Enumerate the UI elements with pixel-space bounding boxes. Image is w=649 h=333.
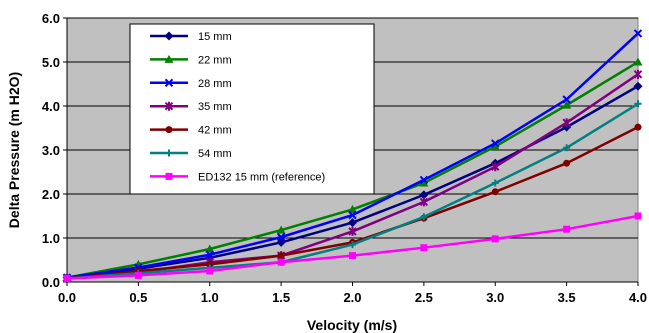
legend-swatch-marker xyxy=(164,31,174,41)
legend-label: 22 mm xyxy=(198,54,232,66)
data-point xyxy=(633,29,643,38)
x-tick-label: 2.0 xyxy=(343,290,361,305)
data-point xyxy=(348,218,357,228)
x-tick-label: 2.5 xyxy=(415,290,433,305)
data-point xyxy=(277,252,285,260)
data-point xyxy=(562,100,572,109)
data-point xyxy=(420,213,428,221)
data-point xyxy=(205,244,215,253)
x-tick-label: 3.5 xyxy=(558,290,576,305)
legend-entry: 35 mm xyxy=(150,101,232,113)
data-point xyxy=(349,241,356,249)
y-tick-label: 4.0 xyxy=(42,99,60,114)
data-point xyxy=(277,258,285,266)
data-point xyxy=(348,226,357,236)
legend-swatch-marker xyxy=(164,78,174,88)
data-point xyxy=(491,235,499,243)
y-tick-label: 0.0 xyxy=(42,275,60,290)
y-tick-label: 3.0 xyxy=(42,143,60,158)
legend-box xyxy=(129,23,375,195)
legend-label: 42 mm xyxy=(198,125,232,137)
legend-entry: 42 mm xyxy=(150,125,232,137)
legend-swatch-marker xyxy=(164,101,174,111)
data-point xyxy=(348,210,357,220)
data-point xyxy=(419,197,429,207)
data-point xyxy=(419,190,429,200)
legend-label: 28 mm xyxy=(198,78,232,90)
data-point xyxy=(633,57,643,66)
legend-label: 15 mm xyxy=(198,31,232,43)
data-point xyxy=(563,159,571,167)
legend-swatch-marker xyxy=(165,126,173,134)
legend-label: ED132 15 mm (reference) xyxy=(198,171,325,183)
data-point xyxy=(633,69,643,79)
data-point xyxy=(491,162,500,172)
y-tick-label: 6.0 xyxy=(42,11,60,26)
data-point xyxy=(633,81,643,91)
x-axis-title: Velocity (m/s) xyxy=(307,317,397,333)
data-point xyxy=(206,260,214,268)
data-point xyxy=(490,141,500,150)
data-point xyxy=(348,204,357,213)
tick-labels: 0.0 1.0 2.0 3.0 4.0 5.0 6.0 0.0 0.5 1.0 1.5 2.0 2.5 3… xyxy=(42,11,647,305)
series-ed132-15-mm-reference xyxy=(63,212,642,282)
legend-label: 54 mm xyxy=(198,148,232,160)
data-point xyxy=(205,250,214,259)
y-tick-label: 1.0 xyxy=(42,231,60,246)
x-tick-label: 1.0 xyxy=(201,290,219,305)
legend-entry: 15 mm xyxy=(150,31,232,43)
legend-entry: 28 mm xyxy=(150,78,232,90)
data-point xyxy=(634,123,642,131)
data-point xyxy=(634,100,642,108)
y-tick-label: 5.0 xyxy=(42,55,60,70)
data-point xyxy=(420,244,428,252)
legend-entry: ED132 15 mm (reference) xyxy=(150,171,325,183)
data-point xyxy=(563,225,571,233)
legend-entry: 22 mm xyxy=(150,54,232,66)
legend-swatch-marker xyxy=(165,172,173,180)
data-point xyxy=(491,188,499,196)
data-point xyxy=(134,271,142,279)
data-point xyxy=(563,144,571,152)
data-point xyxy=(63,274,71,282)
series-group xyxy=(62,29,643,283)
legend-entry: 54 mm xyxy=(150,148,232,160)
x-tick-label: 4.0 xyxy=(629,290,647,305)
data-point xyxy=(491,179,499,187)
data-point xyxy=(491,139,500,148)
legend-label: 35 mm xyxy=(198,101,232,113)
y-tick-label: 2.0 xyxy=(42,187,60,202)
x-tick-label: 1.5 xyxy=(272,290,290,305)
data-point xyxy=(562,95,571,104)
data-point xyxy=(276,232,286,242)
data-point xyxy=(419,178,429,187)
data-point xyxy=(276,225,286,234)
x-tick-label: 0.5 xyxy=(129,290,147,305)
data-point xyxy=(419,175,429,185)
legend: 15 mm 22 mm 28 mm 35 mm 42 mm 54 mm ED132 15 m… xyxy=(129,23,375,195)
data-point xyxy=(562,118,571,128)
data-point xyxy=(206,267,214,275)
x-tick-label: 0.0 xyxy=(58,290,76,305)
x-tick-label: 3.0 xyxy=(486,290,504,305)
legend-swatch-marker xyxy=(164,54,174,63)
y-axis-title: Delta Pressure (m H2O) xyxy=(6,72,22,228)
data-point xyxy=(634,212,642,220)
data-point xyxy=(349,252,356,260)
legend-swatch-marker xyxy=(165,149,173,157)
